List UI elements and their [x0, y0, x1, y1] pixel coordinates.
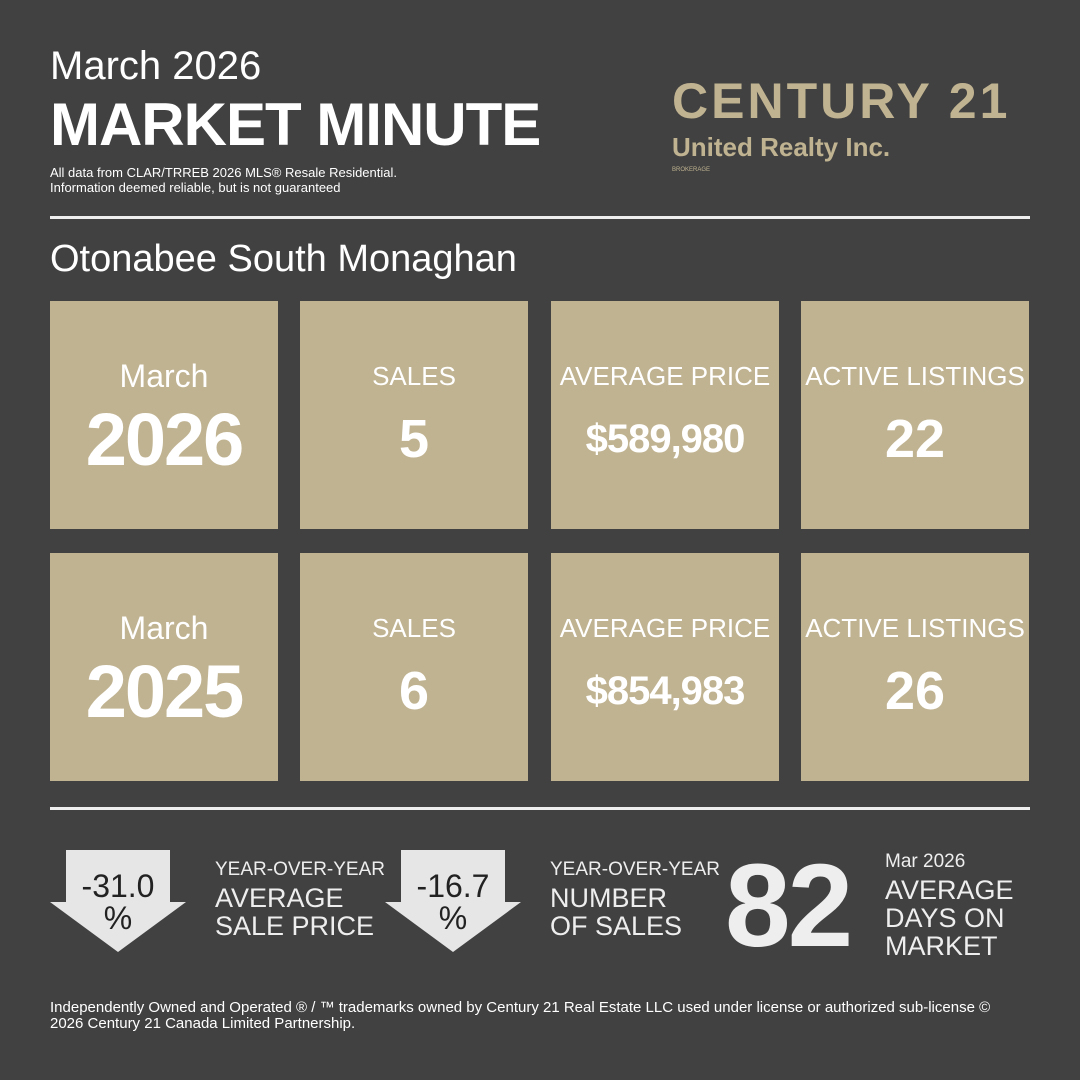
- caption-line: AVERAGE: [215, 883, 344, 913]
- days-value: 82: [725, 840, 853, 972]
- change-unit: %: [438, 900, 468, 936]
- tile-month: March: [119, 610, 209, 646]
- tile-year: 2026: [85, 398, 245, 481]
- change-caption: YEAR-OVER-YEAR AVERAGE SALE PRICE: [215, 856, 385, 940]
- footer: Independently Owned and Operated ® / ™ t…: [50, 999, 991, 1032]
- stat-tile: SALES 6: [300, 553, 528, 781]
- disclaimer-line: All data from CLAR/TRREB 2026 MLS® Resal…: [50, 165, 398, 180]
- logo-brand: CENTURY 21: [672, 73, 1011, 129]
- arrow-shape: [50, 850, 186, 952]
- change-caption: YEAR-OVER-YEAR NUMBER OF SALES: [550, 856, 720, 940]
- days-line: AVERAGE: [885, 875, 1014, 905]
- stat-value: 26: [884, 661, 946, 721]
- stat-value: $854,983: [585, 669, 746, 713]
- days-period: Mar 2026: [885, 851, 966, 872]
- change-value: -16.7: [416, 868, 490, 904]
- logo-office: United Realty Inc.: [672, 132, 891, 162]
- month-year: March 2026: [50, 44, 262, 88]
- stat-tile: SALES 5: [300, 301, 528, 529]
- stat-label: AVERAGE PRICE: [559, 613, 771, 643]
- logo-tag: BROKERAGE: [672, 167, 711, 173]
- stat-label: SALES: [372, 361, 456, 391]
- year-tile: March 2025: [50, 553, 278, 781]
- stat-label: SALES: [372, 613, 456, 643]
- stat-value: 22: [884, 409, 946, 469]
- area: Otonabee South Monaghan: [50, 238, 517, 280]
- down-arrow: -31.0%: [50, 850, 186, 952]
- caption-line: OF SALES: [550, 911, 683, 941]
- tile-year: 2025: [85, 650, 245, 733]
- stat-value: $589,980: [585, 417, 746, 461]
- days-line: DAYS ON: [885, 903, 1005, 933]
- tile-month: March: [119, 358, 209, 394]
- year-tile: March 2026: [50, 301, 278, 529]
- days-caption: Mar 2026 AVERAGE DAYS ON MARKET: [885, 848, 1014, 960]
- down-arrow: -16.7%: [385, 850, 521, 952]
- arrow-shape: [385, 850, 521, 952]
- stat-value: 6: [398, 661, 430, 721]
- stat-tile: AVERAGE PRICE $589,980: [551, 301, 779, 529]
- disclaimer: All data from CLAR/TRREB 2026 MLS® Resal…: [50, 165, 397, 195]
- stat-label: AVERAGE PRICE: [559, 361, 771, 391]
- caption-line: YEAR-OVER-YEAR: [550, 859, 720, 880]
- title: MARKET MINUTE: [50, 91, 541, 158]
- stat-label: ACTIVE LISTINGS: [805, 613, 1025, 643]
- stat-tile: ACTIVE LISTINGS 22: [801, 301, 1029, 529]
- change-unit: %: [103, 900, 133, 936]
- divider: [50, 807, 1030, 810]
- caption-line: SALE PRICE: [215, 911, 375, 941]
- stat-tile: AVERAGE PRICE $854,983: [551, 553, 779, 781]
- days-line: MARKET: [885, 931, 998, 961]
- stat-label: ACTIVE LISTINGS: [805, 361, 1025, 391]
- stat-value: 5: [398, 409, 430, 469]
- caption-line: NUMBER: [550, 883, 668, 913]
- caption-line: YEAR-OVER-YEAR: [215, 859, 385, 880]
- disclaimer-line: Information deemed reliable, but is not …: [50, 180, 341, 195]
- divider: [50, 216, 1030, 219]
- change-value: -31.0: [81, 868, 155, 904]
- stat-tile: ACTIVE LISTINGS 26: [801, 553, 1029, 781]
